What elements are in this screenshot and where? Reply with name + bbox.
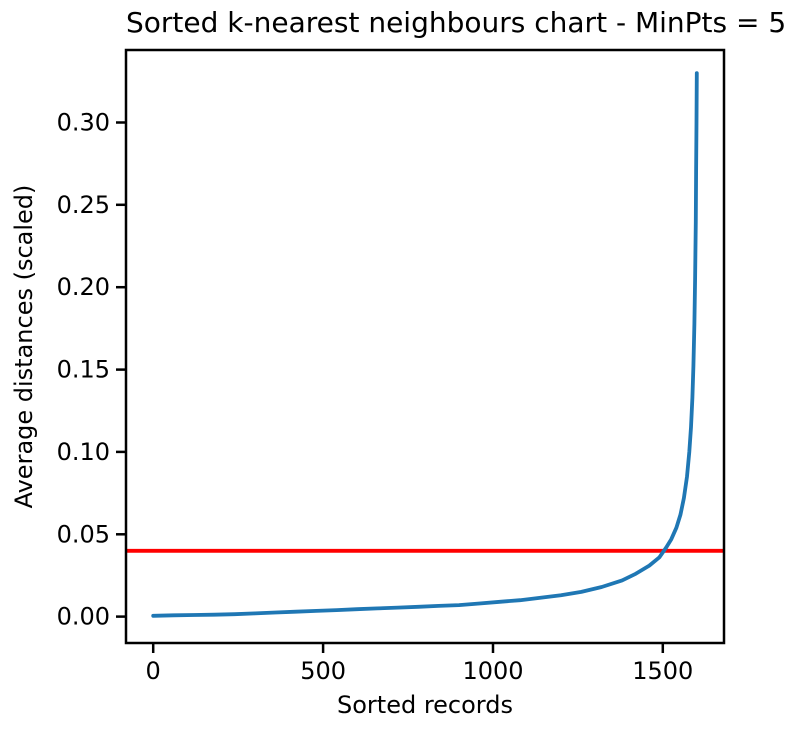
- y-tick-label: 0.10: [57, 438, 110, 466]
- y-tick-label: 0.30: [57, 109, 110, 137]
- y-tick-label: 0.15: [57, 356, 110, 384]
- axis-tick-labels: 0 500 1000 1500 0.00 0.05 0.10 0.15 0.20 0.25 0.30: [57, 109, 694, 686]
- y-tick-label: 0.20: [57, 273, 110, 301]
- y-tick-label: 0.00: [57, 603, 110, 631]
- axes-frame: [124, 48, 726, 645]
- chart-title: Sorted k-nearest neighbours chart - MinP…: [126, 6, 787, 39]
- k-distance-curve: [151, 71, 699, 618]
- x-tick-label: 1500: [632, 657, 693, 685]
- y-tick-label: 0.25: [57, 191, 110, 219]
- x-tick-label: 0: [146, 657, 161, 685]
- x-tick-label: 1000: [462, 657, 523, 685]
- axis-ticks: [116, 121, 665, 653]
- y-tick-label: 0.05: [57, 520, 110, 548]
- x-tick-label: 500: [300, 657, 346, 685]
- x-axis-label: Sorted records: [337, 691, 513, 719]
